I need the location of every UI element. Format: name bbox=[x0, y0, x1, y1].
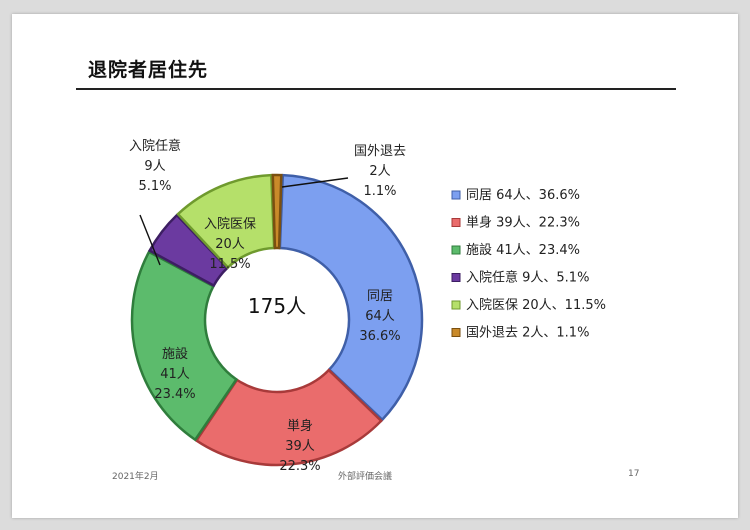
slice-label-name-0: 同居 bbox=[367, 289, 393, 304]
legend-swatch-1 bbox=[451, 218, 461, 227]
slice-label-percent-5: 1.1% bbox=[363, 184, 396, 199]
legend-label-2: 施設 41人、23.4% bbox=[466, 242, 580, 258]
footer-page-number: 17 bbox=[628, 469, 640, 479]
footer-date: 2021年2月 bbox=[112, 472, 159, 482]
legend-label-0: 同居 64人、36.6% bbox=[466, 188, 580, 203]
slice-label-percent-0: 36.6% bbox=[359, 329, 400, 344]
leader-line-3 bbox=[139, 214, 161, 266]
legend-label-4: 入院医保 20人、11.5% bbox=[466, 298, 606, 313]
slice-1 bbox=[194, 368, 383, 467]
slice-2 bbox=[130, 250, 239, 442]
slice-label-count-1: 39人 bbox=[285, 439, 315, 454]
legend-swatch-5 bbox=[451, 328, 461, 337]
slice-label-count-5: 2人 bbox=[369, 164, 390, 179]
slice-label-name-5: 国外退去 bbox=[354, 144, 406, 159]
legend-swatch-0 bbox=[451, 190, 461, 200]
slice-label-count-3: 9人 bbox=[144, 159, 165, 174]
footer-meeting: 外部評価会議 bbox=[338, 472, 393, 482]
slice-label-count-4: 20人 bbox=[215, 237, 245, 252]
slice-0 bbox=[278, 173, 424, 422]
legend-swatch-2 bbox=[451, 245, 461, 255]
slice-label-percent-3: 5.1% bbox=[138, 179, 171, 194]
slice-5 bbox=[271, 173, 283, 250]
legend-label-5: 国外退去 2人、1.1% bbox=[466, 326, 589, 341]
title-underline bbox=[76, 88, 676, 90]
center-total-label: 175人 bbox=[248, 294, 306, 318]
legend-label-1: 単身 39人、22.3% bbox=[466, 215, 580, 231]
slice-label-percent-4: 11.5% bbox=[209, 257, 250, 272]
slice-label-percent-1: 22.3% bbox=[279, 459, 320, 474]
slice-label-name-1: 単身 bbox=[287, 418, 313, 434]
slice-label-count-0: 64人 bbox=[365, 309, 395, 324]
slice-label-name-4: 入院医保 bbox=[204, 217, 256, 232]
slice-4 bbox=[176, 173, 276, 270]
legend-swatch-4 bbox=[451, 300, 461, 310]
legend-swatch-3 bbox=[451, 273, 461, 282]
slide-title: 退院者居住先 bbox=[88, 59, 209, 81]
slice-label-percent-2: 23.4% bbox=[154, 387, 195, 402]
legend-label-3: 入院任意 9人、5.1% bbox=[466, 270, 589, 286]
slice-label-count-2: 41人 bbox=[160, 367, 190, 382]
slice-label-name-2: 施設 bbox=[162, 346, 188, 362]
leader-line-5 bbox=[281, 177, 349, 188]
slice-label-name-3: 入院任意 bbox=[129, 138, 181, 154]
